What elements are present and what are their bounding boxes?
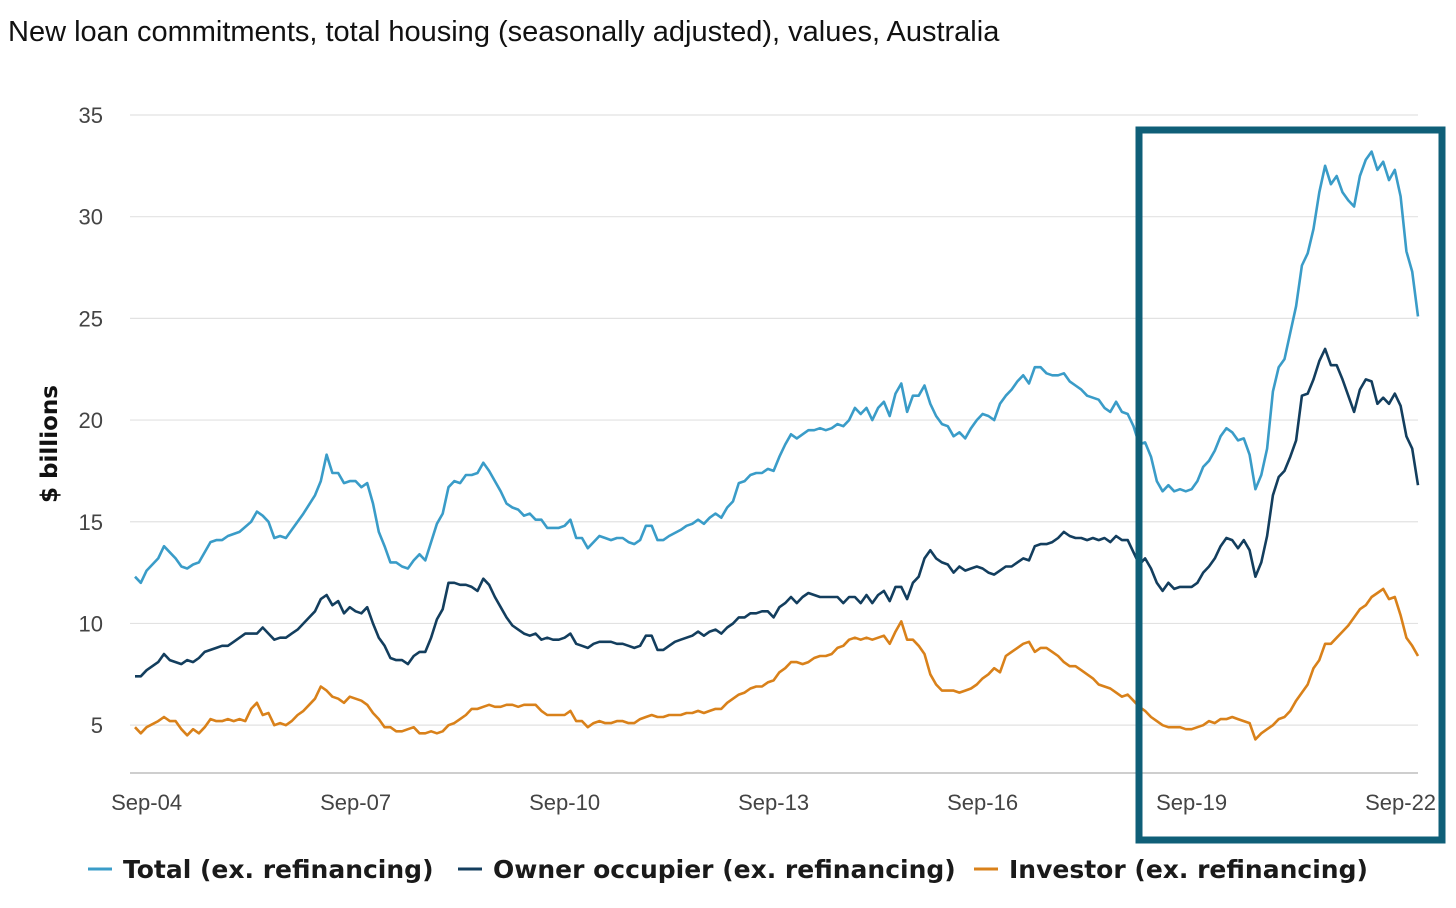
series-lines xyxy=(134,150,1420,741)
chart-title: New loan commitments, total housing (sea… xyxy=(8,16,1000,48)
x-tick-label: Sep-07 xyxy=(320,790,391,815)
series-line-0 xyxy=(134,150,1420,585)
series-line-1 xyxy=(135,347,1420,678)
y-axis-label: $ billions xyxy=(37,385,63,503)
y-tick-label: 25 xyxy=(79,306,103,331)
legend-label: Owner occupier (ex. refinancing) xyxy=(493,855,956,884)
y-tick-label: 35 xyxy=(79,103,103,128)
x-tick-label: Sep-22 xyxy=(1365,790,1436,815)
y-tick-label: 20 xyxy=(79,408,103,433)
x-tick-label: Sep-04 xyxy=(111,790,182,815)
series-line-2 xyxy=(134,587,1420,741)
legend-label: Total (ex. refinancing) xyxy=(123,855,434,884)
y-tick-label: 15 xyxy=(79,510,103,535)
legend-label: Investor (ex. refinancing) xyxy=(1009,855,1368,884)
x-tick-label: Sep-16 xyxy=(947,790,1018,815)
x-tick-label: Sep-10 xyxy=(529,790,600,815)
gridlines xyxy=(130,114,1418,726)
legend: Total (ex. refinancing) Owner occupier (e… xyxy=(88,855,1368,884)
y-tick-label: 5 xyxy=(91,713,103,738)
y-axis-ticks: 5 10 15 20 25 30 35 xyxy=(79,103,103,738)
x-tick-label: Sep-13 xyxy=(738,790,809,815)
x-tick-label: Sep-19 xyxy=(1156,790,1227,815)
x-axis: Sep-04 Sep-07 Sep-10 Sep-13 Sep-16 Sep-19 Sep-… xyxy=(111,772,1436,815)
highlight-box xyxy=(1135,126,1446,844)
y-tick-label: 30 xyxy=(79,205,103,230)
y-tick-label: 10 xyxy=(79,611,103,636)
